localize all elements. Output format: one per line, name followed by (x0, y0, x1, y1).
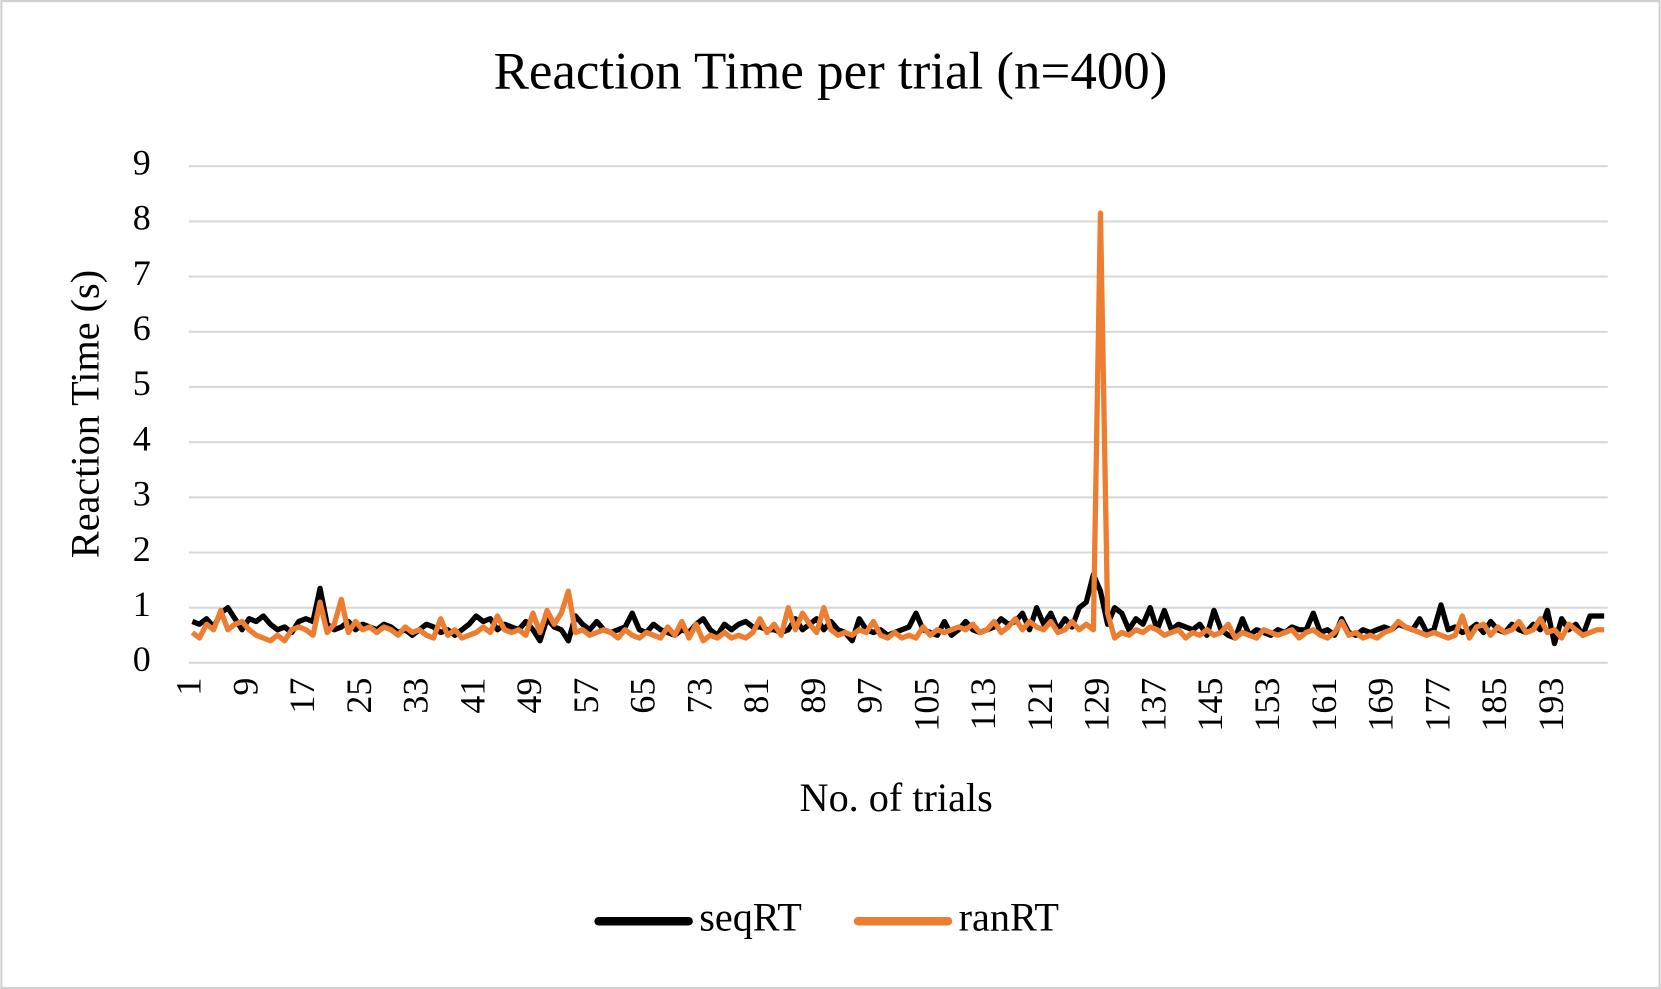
x-tick-label: 105 (906, 678, 946, 732)
x-tick-label: 49 (509, 678, 549, 714)
y-tick-label: 1 (133, 584, 151, 624)
x-tick-label: 161 (1304, 678, 1344, 732)
x-tick-label: 121 (1020, 678, 1060, 732)
x-tick-label: 145 (1190, 678, 1230, 732)
x-tick-label: 33 (396, 678, 436, 714)
x-tick-label: 17 (282, 678, 322, 714)
x-tick-label: 169 (1361, 678, 1401, 732)
x-tick-label: 41 (452, 678, 492, 714)
x-tick-label: 89 (793, 678, 833, 714)
y-tick-label: 0 (133, 639, 151, 679)
x-axis-title: No. of trials (800, 775, 993, 820)
x-tick-label: 113 (963, 678, 1003, 731)
legend-label: ranRT (959, 894, 1059, 939)
x-tick-label: 185 (1474, 678, 1514, 732)
x-tick-label: 129 (1077, 678, 1117, 732)
x-tick-label: 57 (566, 678, 606, 714)
x-tick-label: 177 (1417, 678, 1457, 732)
chart-title: Reaction Time per trial (n=400) (494, 42, 1168, 100)
y-tick-label: 5 (133, 363, 151, 403)
x-tick-label: 25 (339, 678, 379, 714)
x-tick-label: 1 (169, 678, 209, 696)
y-tick-label: 3 (133, 474, 151, 514)
x-tick-label: 153 (1247, 678, 1287, 732)
x-tick-label: 81 (736, 678, 776, 714)
y-tick-label: 7 (133, 253, 151, 293)
x-tick-label: 65 (623, 678, 663, 714)
x-tick-label: 73 (679, 678, 719, 714)
y-tick-label: 6 (133, 308, 151, 348)
legend-label: seqRT (699, 894, 802, 939)
series-line (191, 571, 1605, 647)
y-tick-label: 4 (133, 418, 151, 458)
x-tick-label: 97 (850, 678, 890, 714)
y-tick-label: 8 (133, 198, 151, 238)
x-tick-label: 193 (1531, 678, 1571, 732)
series-line (190, 210, 1605, 644)
y-axis-title: Reaction Time (s) (63, 270, 108, 558)
x-tick-label: 137 (1133, 678, 1173, 732)
y-tick-label: 9 (133, 143, 151, 183)
x-tick-label: 9 (225, 678, 265, 696)
y-tick-label: 2 (133, 529, 151, 569)
